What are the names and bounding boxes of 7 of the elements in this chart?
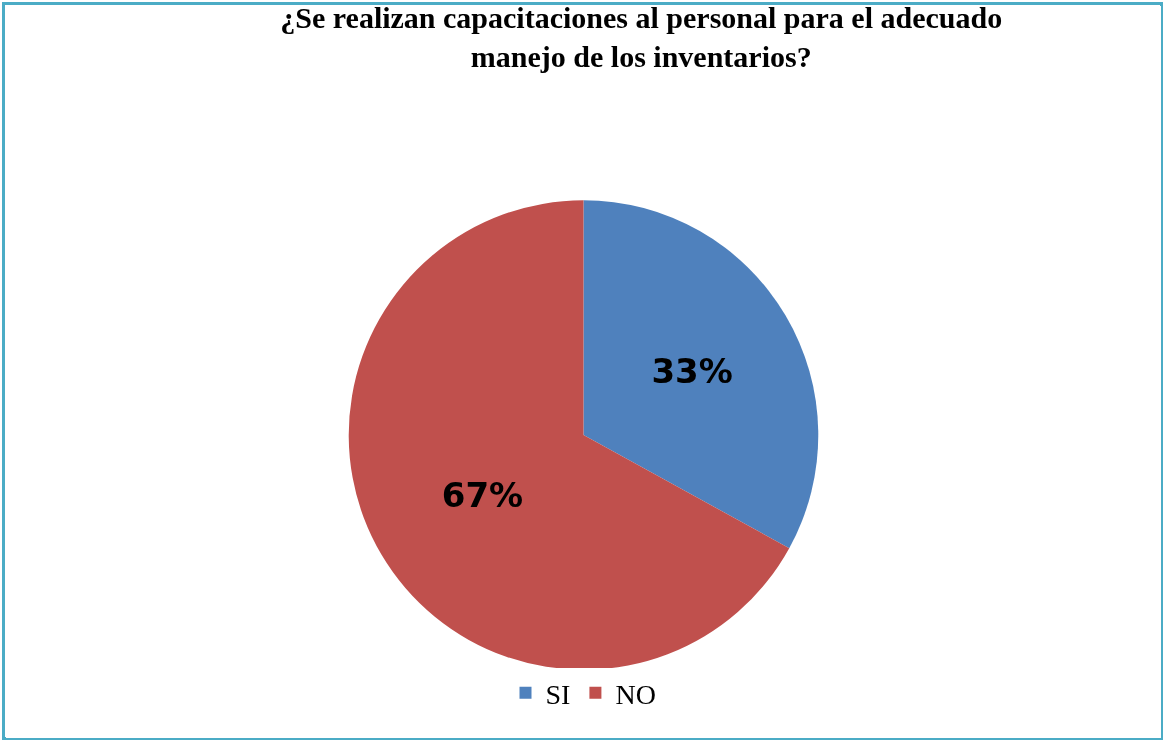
legend-label: SI <box>545 678 571 710</box>
data-label: 33% <box>651 350 733 391</box>
pie-slice <box>583 200 819 549</box>
pie-slice <box>348 200 790 670</box>
data-label: 67% <box>441 474 524 515</box>
legend-label: NO <box>615 678 656 710</box>
chart-title: ¿Se realizan capacitaciones al personal para el adecuado manejo de los inventarios? <box>280 0 1003 73</box>
